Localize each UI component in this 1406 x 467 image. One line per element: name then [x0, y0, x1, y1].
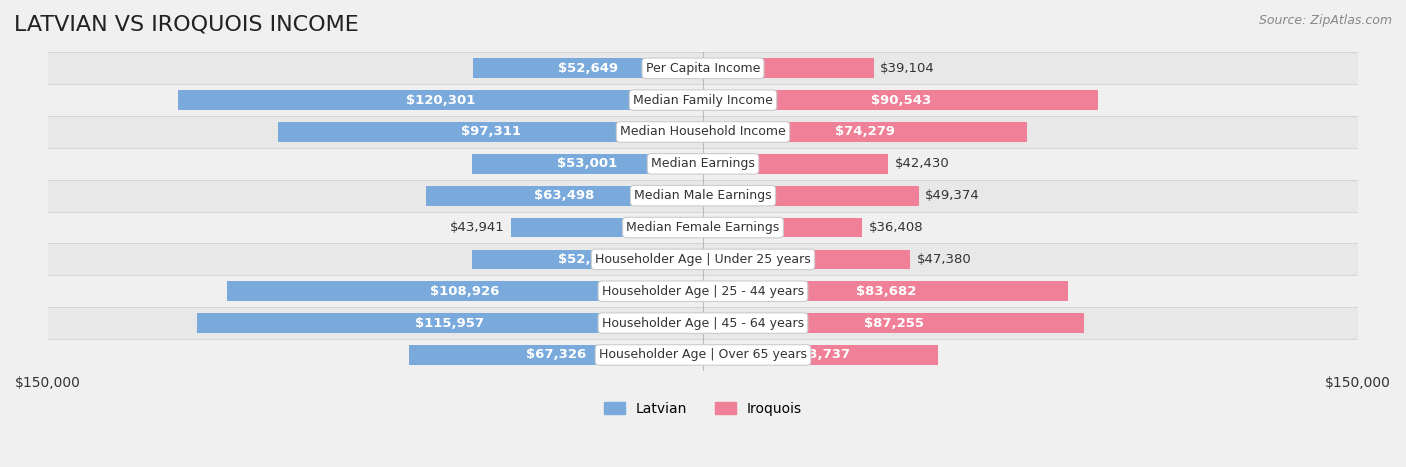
- Bar: [48, 276, 1358, 307]
- Text: $36,408: $36,408: [869, 221, 924, 234]
- Text: Per Capita Income: Per Capita Income: [645, 62, 761, 75]
- Bar: [703, 281, 1069, 301]
- Bar: [703, 218, 862, 237]
- Text: $43,941: $43,941: [450, 221, 505, 234]
- Bar: [48, 52, 1358, 84]
- Bar: [703, 154, 889, 174]
- Text: Median Earnings: Median Earnings: [651, 157, 755, 170]
- Text: Median Household Income: Median Household Income: [620, 126, 786, 139]
- Text: Median Female Earnings: Median Female Earnings: [627, 221, 779, 234]
- Text: Householder Age | 25 - 44 years: Householder Age | 25 - 44 years: [602, 285, 804, 298]
- Text: $108,926: $108,926: [430, 285, 501, 298]
- Text: $115,957: $115,957: [415, 317, 484, 330]
- Bar: [472, 58, 703, 78]
- Legend: Latvian, Iroquois: Latvian, Iroquois: [599, 396, 807, 421]
- Bar: [48, 243, 1358, 276]
- Bar: [48, 84, 1358, 116]
- Bar: [703, 90, 1098, 110]
- Bar: [48, 339, 1358, 371]
- Text: $42,430: $42,430: [894, 157, 949, 170]
- Bar: [426, 186, 703, 205]
- Bar: [703, 122, 1028, 142]
- Text: Householder Age | Under 25 years: Householder Age | Under 25 years: [595, 253, 811, 266]
- Text: LATVIAN VS IROQUOIS INCOME: LATVIAN VS IROQUOIS INCOME: [14, 14, 359, 34]
- Text: $53,737: $53,737: [790, 348, 851, 361]
- Bar: [177, 90, 703, 110]
- Text: $52,649: $52,649: [558, 62, 619, 75]
- Bar: [409, 345, 703, 365]
- Text: Householder Age | Over 65 years: Householder Age | Over 65 years: [599, 348, 807, 361]
- Text: $63,498: $63,498: [534, 189, 595, 202]
- Bar: [703, 345, 938, 365]
- Text: $53,001: $53,001: [557, 157, 617, 170]
- Bar: [703, 58, 873, 78]
- Bar: [197, 313, 703, 333]
- Text: $87,255: $87,255: [863, 317, 924, 330]
- Bar: [512, 218, 703, 237]
- Text: $47,380: $47,380: [917, 253, 972, 266]
- Text: $120,301: $120,301: [405, 94, 475, 106]
- Bar: [48, 307, 1358, 339]
- Text: $83,682: $83,682: [855, 285, 915, 298]
- Text: Median Male Earnings: Median Male Earnings: [634, 189, 772, 202]
- Bar: [48, 180, 1358, 212]
- Bar: [48, 212, 1358, 243]
- Text: Householder Age | 45 - 64 years: Householder Age | 45 - 64 years: [602, 317, 804, 330]
- Bar: [48, 116, 1358, 148]
- Text: $74,279: $74,279: [835, 126, 896, 139]
- Bar: [703, 313, 1084, 333]
- Text: $67,326: $67,326: [526, 348, 586, 361]
- Bar: [278, 122, 703, 142]
- Bar: [228, 281, 703, 301]
- Bar: [48, 148, 1358, 180]
- Bar: [703, 186, 918, 205]
- Text: $90,543: $90,543: [870, 94, 931, 106]
- Text: $52,783: $52,783: [558, 253, 617, 266]
- Bar: [471, 154, 703, 174]
- Text: Median Family Income: Median Family Income: [633, 94, 773, 106]
- Text: Source: ZipAtlas.com: Source: ZipAtlas.com: [1258, 14, 1392, 27]
- Bar: [472, 249, 703, 269]
- Text: $49,374: $49,374: [925, 189, 980, 202]
- Bar: [703, 249, 910, 269]
- Text: $97,311: $97,311: [461, 126, 520, 139]
- Text: $39,104: $39,104: [880, 62, 935, 75]
